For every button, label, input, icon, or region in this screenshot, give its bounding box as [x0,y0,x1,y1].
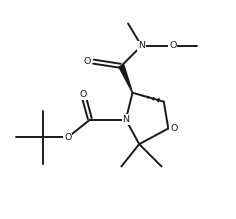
Text: N: N [138,41,145,50]
Polygon shape [119,65,133,93]
Text: O: O [170,124,177,133]
Text: O: O [169,41,177,50]
Text: O: O [84,57,91,66]
Text: O: O [80,90,87,99]
Text: N: N [122,115,129,124]
Text: O: O [64,133,72,142]
